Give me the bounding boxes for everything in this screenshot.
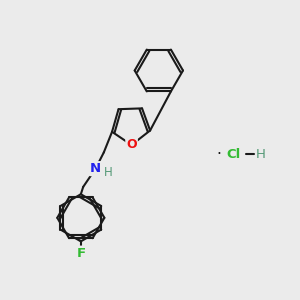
Text: ·: · <box>217 147 222 162</box>
Text: O: O <box>126 139 137 152</box>
Text: H: H <box>103 166 112 179</box>
Text: F: F <box>76 247 86 260</box>
Text: H: H <box>256 148 266 161</box>
Text: Cl: Cl <box>227 148 241 161</box>
Text: N: N <box>90 162 101 175</box>
